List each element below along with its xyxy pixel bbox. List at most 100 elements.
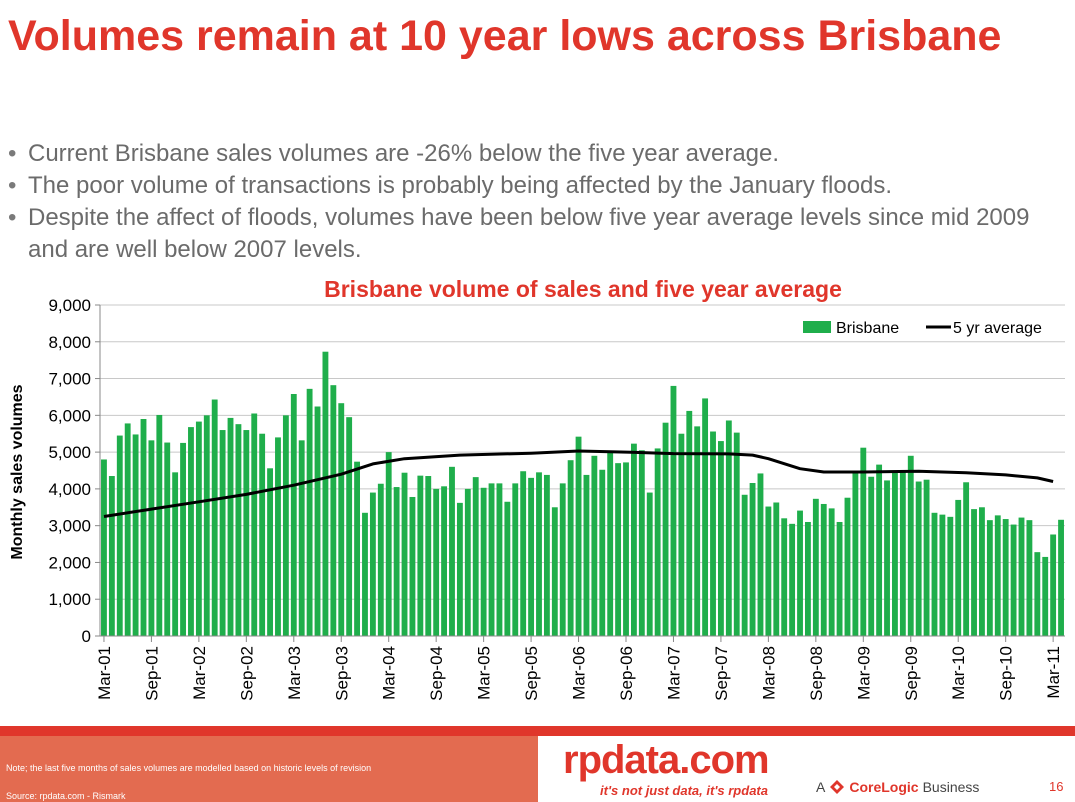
bar xyxy=(322,351,329,636)
bar xyxy=(971,509,977,636)
bar xyxy=(108,476,115,636)
bar xyxy=(797,510,803,636)
bar xyxy=(955,499,962,636)
x-tick-label: Sep-08 xyxy=(807,646,826,701)
bar xyxy=(203,415,210,636)
bar xyxy=(828,508,835,636)
bar xyxy=(282,415,289,636)
bar xyxy=(963,482,970,636)
rpdata-logo: rpdata.com xyxy=(563,738,770,782)
bar xyxy=(132,434,139,636)
bar xyxy=(259,433,266,636)
x-tick-label: Mar-05 xyxy=(475,646,494,700)
x-tick-label: Sep-07 xyxy=(712,646,731,701)
bar xyxy=(923,479,930,636)
bar xyxy=(140,419,147,636)
x-tick-label: Mar-06 xyxy=(570,646,589,700)
x-tick-label: Sep-04 xyxy=(427,646,446,701)
bar xyxy=(994,515,1001,636)
bar xyxy=(536,472,542,636)
bar xyxy=(757,473,764,636)
bar xyxy=(449,466,455,636)
bar xyxy=(986,520,993,636)
bar xyxy=(354,461,360,636)
legend-label-brisbane: Brisbane xyxy=(836,320,899,337)
bar xyxy=(211,399,218,636)
corelogic-badge: A CoreLogic Business xyxy=(816,779,979,795)
bar xyxy=(172,472,179,636)
bar xyxy=(235,424,242,636)
bar xyxy=(876,464,883,636)
corelogic-name: CoreLogic xyxy=(849,779,919,795)
bar xyxy=(646,492,653,636)
bar-series-brisbane xyxy=(101,351,1064,636)
bar xyxy=(662,422,669,636)
bar xyxy=(417,475,424,636)
y-tick-label: 0 xyxy=(82,627,91,646)
bar xyxy=(733,432,740,636)
bar xyxy=(1034,552,1041,636)
bar xyxy=(464,488,471,636)
bar xyxy=(852,473,859,636)
corelogic-logo-icon xyxy=(830,780,845,794)
y-tick-label: 1,000 xyxy=(48,590,91,609)
bar xyxy=(741,494,748,636)
bar xyxy=(623,462,629,636)
bar xyxy=(1050,534,1057,636)
x-tick-label: Sep-09 xyxy=(902,646,921,701)
footer-notes-box xyxy=(0,736,538,802)
bar xyxy=(836,521,843,636)
line-series-5yr-average xyxy=(103,449,1054,518)
page-number: 16 xyxy=(1049,779,1064,794)
bar xyxy=(377,483,384,636)
slide-title: Volumes remain at 10 year lows across Br… xyxy=(8,12,1002,60)
bar xyxy=(1026,520,1033,636)
bar xyxy=(567,460,574,636)
bar xyxy=(1018,517,1025,636)
bar xyxy=(512,483,519,636)
bar xyxy=(520,471,527,636)
bar xyxy=(409,496,416,636)
x-tick-label: Mar-02 xyxy=(190,646,209,700)
corelogic-prefix: A xyxy=(816,779,826,795)
bar xyxy=(116,435,123,636)
bar xyxy=(710,431,716,636)
bar xyxy=(868,476,875,636)
y-tick-label: 8,000 xyxy=(48,333,91,352)
x-tick-label: Sep-10 xyxy=(997,646,1016,701)
bar xyxy=(488,483,495,636)
bar xyxy=(267,468,273,636)
bar xyxy=(180,442,186,636)
bar xyxy=(599,469,606,636)
bar xyxy=(725,420,732,636)
bar xyxy=(1002,519,1009,636)
bullet-list: Current Brisbane sales volumes are -26% … xyxy=(8,138,1068,266)
footer-source: Source: rpdata.com - Rismark xyxy=(6,791,126,801)
footer-note: Note; the last five months of sales volu… xyxy=(6,763,372,773)
bullet-item: The poor volume of transactions is proba… xyxy=(8,170,1068,202)
x-tick-label: Mar-07 xyxy=(664,646,683,700)
bar xyxy=(844,497,851,636)
bar xyxy=(243,430,250,636)
bar xyxy=(575,436,582,636)
bar xyxy=(1058,519,1064,636)
bar xyxy=(298,440,305,636)
bar xyxy=(1042,556,1049,636)
bar xyxy=(346,417,353,636)
bar xyxy=(393,487,400,636)
bar xyxy=(314,406,321,636)
bar xyxy=(686,410,693,636)
bar xyxy=(551,507,558,636)
bar xyxy=(306,388,313,636)
average-line xyxy=(103,449,1054,518)
bar xyxy=(156,414,163,636)
bar xyxy=(188,427,194,636)
bar xyxy=(219,430,226,636)
bar xyxy=(615,463,622,636)
bar xyxy=(1010,524,1017,636)
bar xyxy=(670,385,677,636)
bar xyxy=(591,455,598,636)
bar xyxy=(884,480,890,636)
bar xyxy=(979,507,985,636)
bar xyxy=(385,452,392,636)
